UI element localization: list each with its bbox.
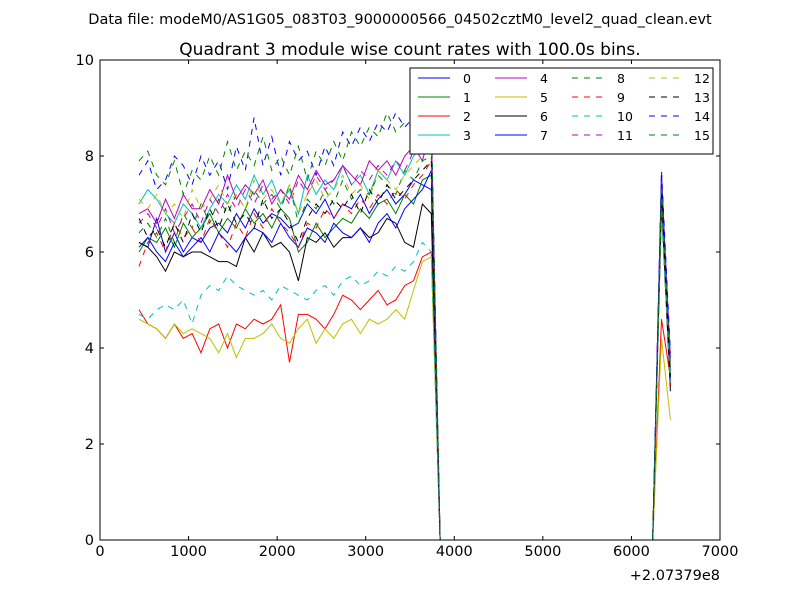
series-line-7 (138, 170, 671, 541)
series-line-6 (138, 202, 671, 541)
legend-label-5: 5 (540, 90, 548, 105)
series-line-0 (138, 179, 671, 541)
series-line-8 (138, 155, 671, 541)
legend-label-4: 4 (540, 71, 548, 86)
legend-label-0: 0 (463, 71, 471, 86)
legend-label-13: 13 (694, 90, 710, 105)
x-tick-label: 5000 (524, 544, 561, 560)
y-tick-label: 6 (85, 245, 94, 261)
series-line-5 (138, 255, 671, 541)
legend-label-8: 8 (617, 71, 625, 86)
series-line-9 (138, 159, 671, 541)
series-line-10 (138, 213, 671, 541)
y-tick-label: 0 (85, 533, 94, 549)
legend-box (409, 67, 714, 155)
series-line-1 (138, 174, 671, 541)
legend-label-3: 3 (463, 128, 471, 143)
series-line-2 (138, 251, 671, 541)
series-line-4 (138, 127, 671, 541)
legend-label-1: 1 (463, 90, 471, 105)
series-line-12 (138, 139, 671, 541)
y-tick-label: 10 (76, 53, 94, 69)
figure-suptitle: Data file: modeM0/AS1G05_083T03_90000005… (88, 12, 712, 28)
series-line-11 (138, 125, 671, 541)
series-line-13 (138, 159, 671, 541)
y-tick-label: 8 (85, 149, 94, 165)
x-offset-label: +2.07379e8 (630, 568, 720, 584)
legend-label-7: 7 (540, 128, 548, 143)
x-tick-label: 2000 (259, 544, 296, 560)
x-tick-label: 3000 (347, 544, 384, 560)
legend-label-6: 6 (540, 109, 548, 124)
y-tick-label: 2 (85, 437, 94, 453)
legend-label-15: 15 (694, 128, 710, 143)
plot-lines (138, 107, 671, 541)
x-tick-label: 7000 (702, 544, 739, 560)
legend-label-14: 14 (694, 109, 710, 124)
legend-label-9: 9 (617, 90, 625, 105)
x-tick-label: 4000 (436, 544, 473, 560)
plot-frame (99, 59, 721, 541)
x-tick-label: 1000 (170, 544, 207, 560)
legend-label-2: 2 (463, 109, 471, 124)
series-line-3 (138, 130, 671, 541)
legend-label-11: 11 (617, 128, 633, 143)
chart-title: Quadrant 3 module wise count rates with … (179, 40, 640, 60)
legend-label-10: 10 (617, 109, 633, 124)
x-tick-label: 6000 (613, 544, 650, 560)
y-tick-label: 4 (85, 341, 94, 357)
x-tick-label: 0 (95, 544, 104, 560)
legend-label-12: 12 (694, 71, 710, 86)
